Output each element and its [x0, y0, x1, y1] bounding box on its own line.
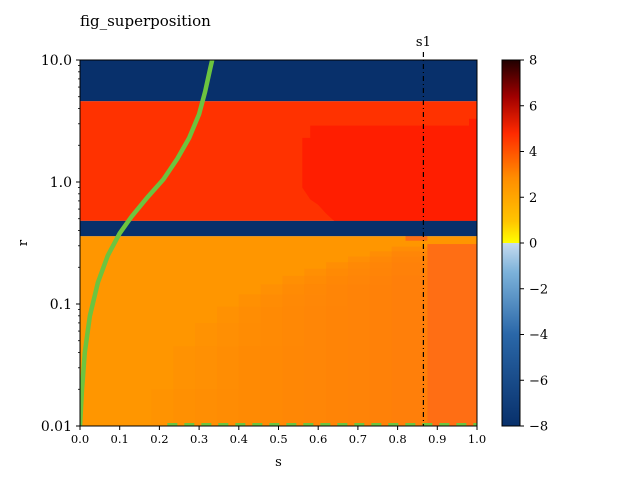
heatmap-area: [80, 60, 477, 426]
dark-band-1: [80, 60, 477, 102]
green-curve: [80, 60, 215, 426]
colorbar-tick-label: −8: [529, 420, 548, 435]
dark-band-2: [80, 220, 477, 237]
region-upper-plateau: [302, 118, 477, 221]
x-tick-label: 0.3: [190, 432, 208, 446]
colorbar-tick-label: −4: [529, 328, 548, 343]
shading-step: [326, 262, 428, 426]
shading-step: [173, 346, 428, 426]
shading-step: [369, 251, 428, 426]
shading-step: [304, 268, 428, 426]
shading-step: [391, 246, 428, 426]
x-tick-label: 0.9: [428, 432, 446, 446]
x-tick-label: 0.5: [269, 432, 287, 446]
x-tick-label: 0.1: [111, 432, 129, 446]
shading-step: [260, 284, 428, 426]
region-lower-right: [427, 244, 477, 426]
colorbar-tick-label: 4: [529, 145, 537, 160]
colorbar-tick-label: −6: [529, 374, 548, 389]
colorbar-tick-label: 0: [529, 237, 537, 252]
x-tick-label: 0.6: [309, 432, 327, 446]
y-axis-label: r: [16, 239, 31, 246]
shading-step: [216, 306, 428, 426]
y-tick-label: 10.0: [41, 53, 72, 69]
x-tick-label: 0.4: [230, 432, 248, 446]
shading-step: [151, 389, 428, 426]
shading-step: [195, 322, 428, 426]
y-tick-label: 1.0: [50, 175, 72, 191]
x-tick-label: 1.0: [468, 432, 486, 446]
overlay-layer: [80, 60, 477, 426]
colorbar-tick-label: 8: [529, 54, 537, 69]
region-lower-field: [80, 236, 477, 426]
x-axis-label: s: [275, 455, 282, 470]
y-tick-label: 0.1: [50, 297, 72, 313]
region-lower-right-notch: [405, 236, 428, 241]
x-tick-label: 0.2: [150, 432, 168, 446]
y-tick-label: 0.01: [41, 419, 72, 435]
colorbar-tick-label: 6: [529, 99, 537, 114]
x-tick-label: 0.7: [349, 432, 367, 446]
x-tick-label: 0.8: [388, 432, 406, 446]
shading-step: [347, 256, 428, 426]
vertical-line-label: s1: [416, 35, 431, 50]
colorbar: [502, 60, 520, 426]
chart-title: fig_superposition: [80, 12, 211, 30]
colorbar-tick-label: −2: [529, 282, 548, 297]
y-axis: 0.01 0.1 1.0 10.0: [41, 53, 80, 435]
shading-step: [238, 294, 428, 426]
colorbar-axis: 8 6 4 2 0 −2 −4 −6 −8: [520, 54, 548, 435]
shading-step: [282, 275, 428, 426]
x-tick-label: 0.0: [71, 432, 89, 446]
colorbar-tick-label: 2: [529, 191, 537, 206]
x-axis: 0.0 0.1 0.2 0.3 0.4 0.5 0.6 0.7 0.8 0.9 1.0: [71, 426, 486, 446]
